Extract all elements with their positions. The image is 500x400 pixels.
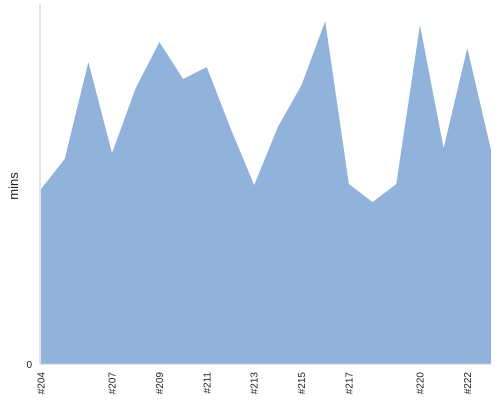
x-tick-label: #215 xyxy=(297,372,308,395)
x-tick-label: #204 xyxy=(37,372,48,395)
x-tick-label: #213 xyxy=(250,372,261,395)
x-tick-label: #220 xyxy=(415,372,426,395)
y-tick-label: 0 xyxy=(26,360,32,371)
x-axis-ticks: #204#207#209#211#213#215#217#220#222#224 xyxy=(37,372,474,395)
y-axis-ticks: 0 xyxy=(26,360,32,371)
area-series xyxy=(41,21,491,364)
plot-area xyxy=(41,21,491,364)
x-tick-label: #209 xyxy=(155,372,166,395)
x-tick-label: #217 xyxy=(344,372,355,395)
x-tick-label: #222 xyxy=(463,372,474,395)
x-tick-label: #207 xyxy=(108,372,119,395)
x-tick-label: #211 xyxy=(202,372,213,394)
y-axis-label: mins xyxy=(6,172,21,200)
